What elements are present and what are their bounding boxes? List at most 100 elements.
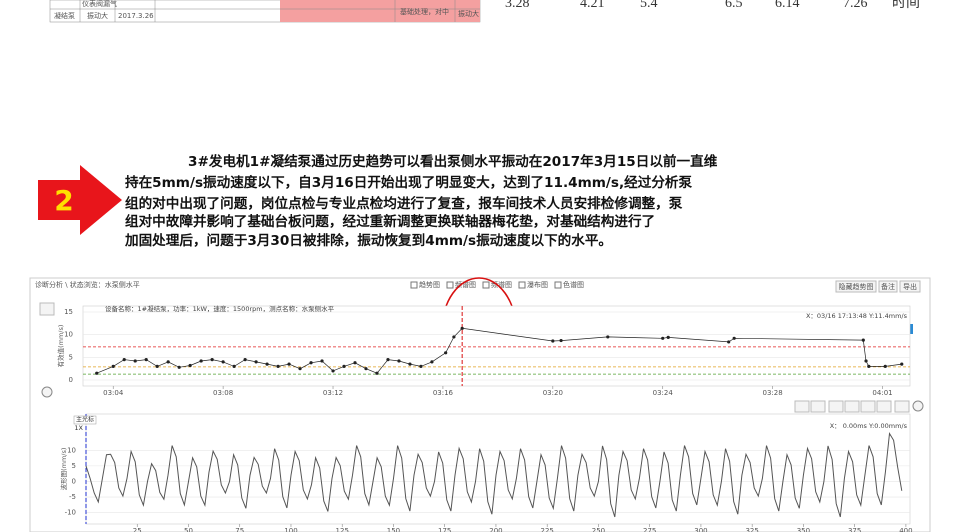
tool-button[interactable] (828, 400, 844, 413)
paragraph-line: 加固处理后，问题于3月30日被排除，振动恢复到4mm/s振动速度以下的水平。 (124, 232, 612, 249)
data-point (867, 364, 871, 368)
x-tick-label: 03:28 (763, 389, 783, 397)
y-axis-label: 波形图(mm/s) (59, 448, 68, 491)
paragraph-line: 3#发电机1#凝结泵通过历史趋势可以看出泵侧水平振动在2017年3月15日以前一… (188, 153, 718, 170)
data-point (452, 335, 456, 339)
data-point (95, 371, 99, 375)
toolbar (794, 400, 924, 413)
paragraph-line: 持在5mm/s振动速度以下，自3月16日开始出现了明显变大，达到了11.4mm/… (125, 174, 693, 191)
x-tick-label: 03:20 (543, 389, 563, 397)
paragraph-line: 组的对中出现了问题，岗位点检与专业点检均进行了复查，报车间技术人员安排检修调整，… (125, 195, 683, 212)
y-tick-label: 0 (69, 376, 73, 384)
button-label[interactable]: 导出 (903, 282, 917, 291)
x-tick-label: 350 (797, 527, 810, 532)
y-tick-label: 10 (64, 331, 73, 339)
button-label[interactable]: 隐藏趋势图 (839, 282, 874, 291)
table-cell: 基础处理，对中 (400, 7, 449, 16)
data-point (559, 338, 563, 343)
checkbox[interactable] (554, 281, 562, 289)
checkbox-label[interactable]: 频谱图 (491, 280, 512, 289)
x-tick-label: 50 (184, 527, 193, 532)
data-point (276, 364, 280, 368)
data-point (320, 359, 324, 363)
data-point (861, 338, 865, 342)
tool-button[interactable] (894, 400, 910, 413)
data-line (96, 327, 902, 374)
tool-button[interactable] (844, 400, 860, 413)
checkbox[interactable] (482, 281, 490, 289)
data-point (364, 367, 368, 371)
x-tick-label: 275 (643, 527, 656, 532)
table-cell: 凝结泵 (54, 11, 75, 20)
strip-number: 5.4 (640, 0, 658, 11)
data-point (375, 371, 379, 375)
checkbox-label[interactable]: 趋势图 (419, 280, 440, 289)
data-point (727, 340, 731, 344)
settings-tool[interactable] (41, 386, 53, 398)
tool-button[interactable] (912, 400, 924, 412)
button[interactable] (899, 280, 921, 293)
data-point (199, 359, 203, 363)
data-point (444, 351, 448, 355)
x-tick-label: 75 (235, 527, 244, 532)
charts: 0 5 10 15 03:04 03:08 03:12 03:16 03:20 03:24 03:2… (56, 304, 913, 532)
data-point (900, 362, 904, 366)
data-point (254, 360, 258, 364)
x-tick-label: 300 (694, 527, 707, 532)
cursor-readout: X： 0.00ms Y:0.00mm/s (830, 422, 908, 430)
table-cell: 2017.3.26 (118, 12, 154, 20)
x-tick-label: 03:16 (433, 389, 454, 397)
data-point (298, 367, 302, 371)
button[interactable] (878, 280, 898, 293)
button[interactable] (835, 280, 877, 293)
y-tick-label: 0 (72, 477, 76, 485)
data-point (265, 362, 269, 366)
checkbox[interactable] (518, 281, 526, 289)
strip-number: 3.28 (505, 0, 530, 11)
data-point (221, 360, 225, 364)
x-tick-label: 375 (848, 527, 861, 532)
data-point (155, 364, 159, 368)
top-strip: 仪表阀漏气 凝结泵 振动大 2017.3.26 基础处理，对中 振动大 3.28… (49, 0, 920, 23)
data-point (353, 361, 357, 365)
tool-button[interactable] (810, 400, 826, 413)
y-tick-label: 10 (67, 446, 76, 454)
data-point (166, 360, 170, 364)
y-tick-label: -10 (65, 509, 76, 517)
x-tick-label: 175 (438, 527, 451, 532)
data-point (551, 339, 555, 343)
breadcrumb: 诊断分析 \ 状态浏览：水泵侧水平 (35, 280, 140, 289)
data-point (864, 359, 868, 363)
tool-button[interactable] (876, 400, 892, 413)
device-info: 设备名称：1#凝结泵，功率：1kW，速度：1500rpm，测点名称：水泵侧水平 (105, 304, 335, 313)
data-point (331, 369, 335, 373)
data-point (188, 363, 192, 368)
checkbox[interactable] (446, 281, 454, 289)
x-tick-label: 25 (133, 527, 142, 532)
tool-button[interactable] (860, 400, 876, 413)
cursor-readout: X：03/16 17:13:48 Y:11.4mm/s (806, 312, 908, 320)
data-point (883, 364, 887, 368)
cursor-tag (73, 415, 97, 425)
data-point (661, 336, 665, 340)
x-tick-label: 400 (899, 527, 912, 532)
y-axis-label: 有效值(mm/s) (56, 325, 65, 368)
y-tick-label: -5 (69, 493, 76, 501)
checkbox-label[interactable]: 瀑布图 (527, 280, 548, 289)
data-point (243, 358, 247, 362)
data-line (85, 431, 903, 518)
table-cell: 振动大 (458, 9, 479, 18)
checkbox[interactable] (410, 281, 418, 289)
checkbox-label[interactable]: 频谱图 (455, 280, 476, 289)
data-point (309, 361, 313, 365)
button-label[interactable]: 备注 (881, 282, 895, 291)
checkbox-label[interactable]: 色谱图 (563, 280, 584, 289)
harmonic-label: 1X (74, 424, 83, 432)
tool-button[interactable] (794, 400, 810, 413)
data-point (606, 335, 610, 339)
data-point (666, 335, 670, 339)
data-point (430, 360, 434, 364)
edit-tool[interactable] (39, 302, 55, 316)
